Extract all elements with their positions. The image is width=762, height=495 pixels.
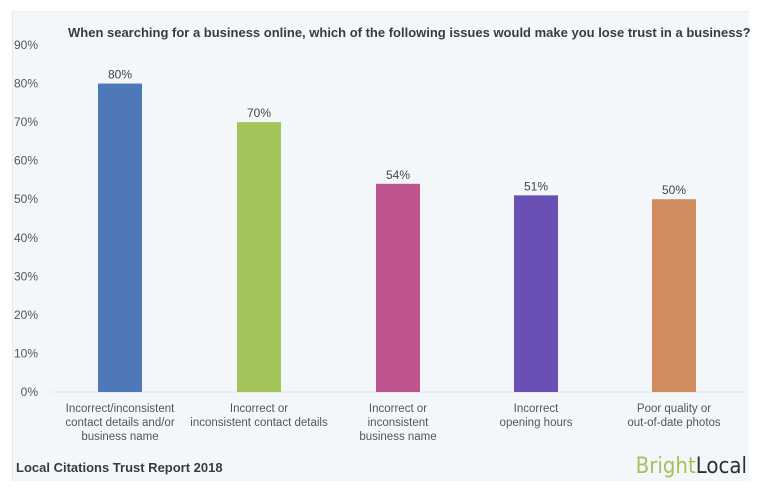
data-label: 51%: [524, 179, 548, 193]
x-tick-label-line: opening hours: [500, 417, 573, 429]
x-tick-label: Incorrect opening hours: [500, 403, 573, 429]
x-tick-label-line: Incorrect or: [230, 403, 288, 415]
brand-logo: BrightLocal: [636, 454, 747, 479]
brand-logo-local: Local: [696, 454, 747, 479]
source-caption: Local Citations Trust Report 2018: [16, 460, 223, 475]
y-tick-label: 70%: [14, 115, 38, 129]
x-tick-label-line: contact details and/or: [65, 417, 174, 429]
y-tick-label: 0%: [21, 385, 39, 399]
bars: [98, 83, 696, 393]
data-label: 80%: [108, 68, 132, 82]
y-tick-label: 90%: [14, 38, 38, 52]
x-tick-label-line: Incorrect: [514, 403, 560, 415]
brand-logo-bright: Bright: [636, 454, 696, 479]
y-tick-label: 50%: [14, 192, 38, 206]
x-tick-label: Poor quality or out-of-date photos: [627, 403, 721, 429]
y-tick-label: 80%: [14, 77, 38, 91]
x-tick-label: Incorrect or inconsistent business name: [359, 403, 436, 443]
chart-title: When searching for a business online, wh…: [68, 25, 751, 40]
data-label: 54%: [386, 168, 410, 182]
x-tick-label-line: inconsistent: [368, 417, 430, 429]
x-axis-labels: Incorrect/inconsistent contact details an…: [65, 403, 721, 443]
bar: [514, 195, 558, 392]
data-label: 70%: [247, 106, 271, 120]
x-tick-label: Incorrect/inconsistent contact details an…: [65, 403, 175, 443]
bar: [237, 122, 281, 392]
x-tick-label-line: business name: [359, 431, 436, 443]
x-tick-label-line: Incorrect or: [369, 403, 427, 415]
x-tick-label-line: inconsistent contact details: [190, 417, 328, 429]
x-tick-label: Incorrect or inconsistent contact details: [190, 403, 328, 429]
data-label: 50%: [662, 183, 686, 197]
y-tick-label: 60%: [14, 154, 38, 168]
bar: [652, 199, 696, 392]
data-labels: 80% 70% 54% 51% 50%: [108, 68, 686, 198]
bar: [98, 83, 142, 393]
y-axis: 0% 10% 20% 30% 40% 50% 60% 70% 80% 90%: [14, 38, 38, 399]
x-tick-label-line: business name: [81, 431, 158, 443]
x-tick-label-line: out-of-date photos: [627, 417, 721, 429]
x-tick-label-line: Poor quality or: [637, 403, 711, 415]
y-tick-label: 40%: [14, 231, 38, 245]
y-tick-label: 30%: [14, 269, 38, 283]
y-tick-label: 20%: [14, 308, 38, 322]
bar: [376, 183, 420, 392]
y-tick-label: 10%: [14, 346, 38, 360]
x-tick-label-line: Incorrect/inconsistent: [66, 403, 175, 415]
